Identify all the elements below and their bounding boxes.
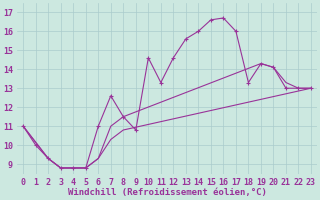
X-axis label: Windchill (Refroidissement éolien,°C): Windchill (Refroidissement éolien,°C) <box>68 188 267 197</box>
